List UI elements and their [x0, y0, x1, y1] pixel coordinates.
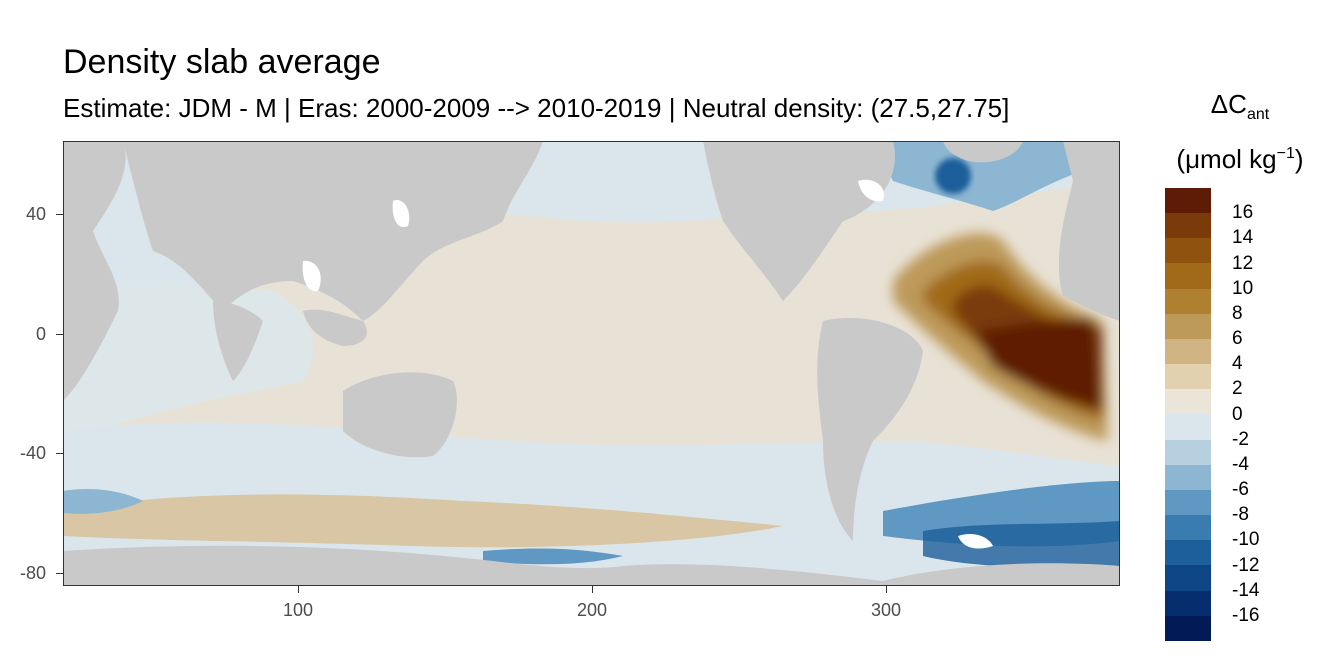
- legend-swatch: [1165, 515, 1211, 541]
- legend-label: 8: [1232, 302, 1243, 324]
- panel-border: [63, 141, 1120, 586]
- legend-label: -12: [1232, 554, 1260, 576]
- legend-swatch: [1165, 188, 1211, 214]
- legend-swatch: [1165, 263, 1211, 289]
- legend-label: 12: [1232, 252, 1254, 274]
- land: [63, 141, 1120, 586]
- legend-swatch: [1165, 464, 1211, 490]
- labrador-dark-blue: [935, 158, 971, 194]
- legend-label: 4: [1232, 353, 1243, 375]
- greenland-land: [943, 141, 1023, 163]
- ross-blue: [483, 548, 623, 565]
- legend-label: 14: [1232, 227, 1254, 249]
- ocean-map: [63, 141, 1120, 586]
- y-tick-label: 0: [35, 324, 46, 344]
- legend-swatch: [1165, 238, 1211, 264]
- europe-africa-land: [1058, 141, 1120, 321]
- legend-label: 0: [1232, 403, 1243, 425]
- missing-data: [302, 179, 993, 549]
- legend-label: -16: [1232, 604, 1260, 626]
- legend-swatch: [1165, 540, 1211, 566]
- legend-label: 6: [1232, 328, 1243, 349]
- legend-swatch: [1165, 590, 1211, 616]
- legend-unit-sup: −1: [1276, 145, 1295, 162]
- legend-label: -14: [1232, 579, 1260, 601]
- legend-swatch: [1165, 338, 1211, 365]
- y-tick-label: -80: [19, 563, 46, 583]
- x-tick-mark: [592, 586, 593, 593]
- legend-label: -4: [1232, 453, 1249, 475]
- y-tick-mark: [56, 214, 63, 215]
- legend-title-main: ΔC: [1210, 89, 1247, 119]
- legend-swatch: [1165, 364, 1211, 390]
- legend-swatch: [1165, 489, 1211, 516]
- y-tick-mark: [56, 334, 63, 335]
- legend-swatch: [1165, 389, 1211, 415]
- legend-title-sub: ant: [1246, 106, 1270, 123]
- africa-land: [63, 141, 126, 401]
- plot-title: Density slab average: [63, 43, 381, 81]
- y-tick-label: 40: [25, 204, 46, 224]
- x-tick-mark: [298, 586, 299, 593]
- legend-swatch: [1165, 213, 1211, 239]
- legend-label: -6: [1232, 479, 1249, 500]
- legend-swatch: [1165, 288, 1211, 314]
- legend-unit-main: (μmol kg: [1176, 144, 1277, 174]
- x-tick-label: 100: [282, 600, 314, 620]
- southern-beige-band: [63, 494, 783, 548]
- map-panel: [63, 141, 1120, 586]
- antarctica-land: [63, 545, 1120, 586]
- maritime-continent: [303, 309, 367, 346]
- y-tick-mark: [56, 453, 63, 454]
- india-land: [213, 301, 263, 381]
- atlantic-plume: [893, 233, 1108, 441]
- legend-swatch: [1165, 565, 1211, 591]
- legend-unit-end: ): [1294, 144, 1304, 174]
- legend-unit: (μmol kg−1): [1160, 138, 1320, 175]
- indian-southern-blue: [63, 489, 143, 514]
- north-america-land: [703, 141, 895, 301]
- legend-swatch: [1165, 414, 1211, 440]
- legend-swatch: [1165, 439, 1211, 465]
- y-tick-mark: [56, 573, 63, 574]
- legend-title: ΔCant: [1160, 88, 1320, 131]
- north-atlantic-blue: [873, 141, 1120, 211]
- legend-label: -8: [1232, 504, 1249, 526]
- x-tick-label: 200: [576, 600, 608, 620]
- y-tick-label: -40: [19, 443, 46, 463]
- legend-label: 10: [1232, 277, 1254, 299]
- legend-colorbar: [1165, 188, 1211, 641]
- x-tick-mark: [886, 586, 887, 593]
- australia-land: [343, 372, 457, 458]
- legend-label: 2: [1232, 378, 1243, 400]
- legend-label: -10: [1232, 529, 1260, 551]
- asia-land: [123, 141, 543, 321]
- legend-label: -2: [1232, 428, 1249, 450]
- plot-subtitle: Estimate: JDM - M | Eras: 2000-2009 --> …: [63, 93, 1010, 123]
- south-america-land: [817, 317, 923, 541]
- x-tick-label: 300: [870, 600, 902, 620]
- legend-swatch: [1165, 313, 1211, 339]
- weddell-blue: [923, 521, 1120, 568]
- legend-label: 16: [1232, 202, 1254, 224]
- legend-swatch: [1165, 615, 1211, 641]
